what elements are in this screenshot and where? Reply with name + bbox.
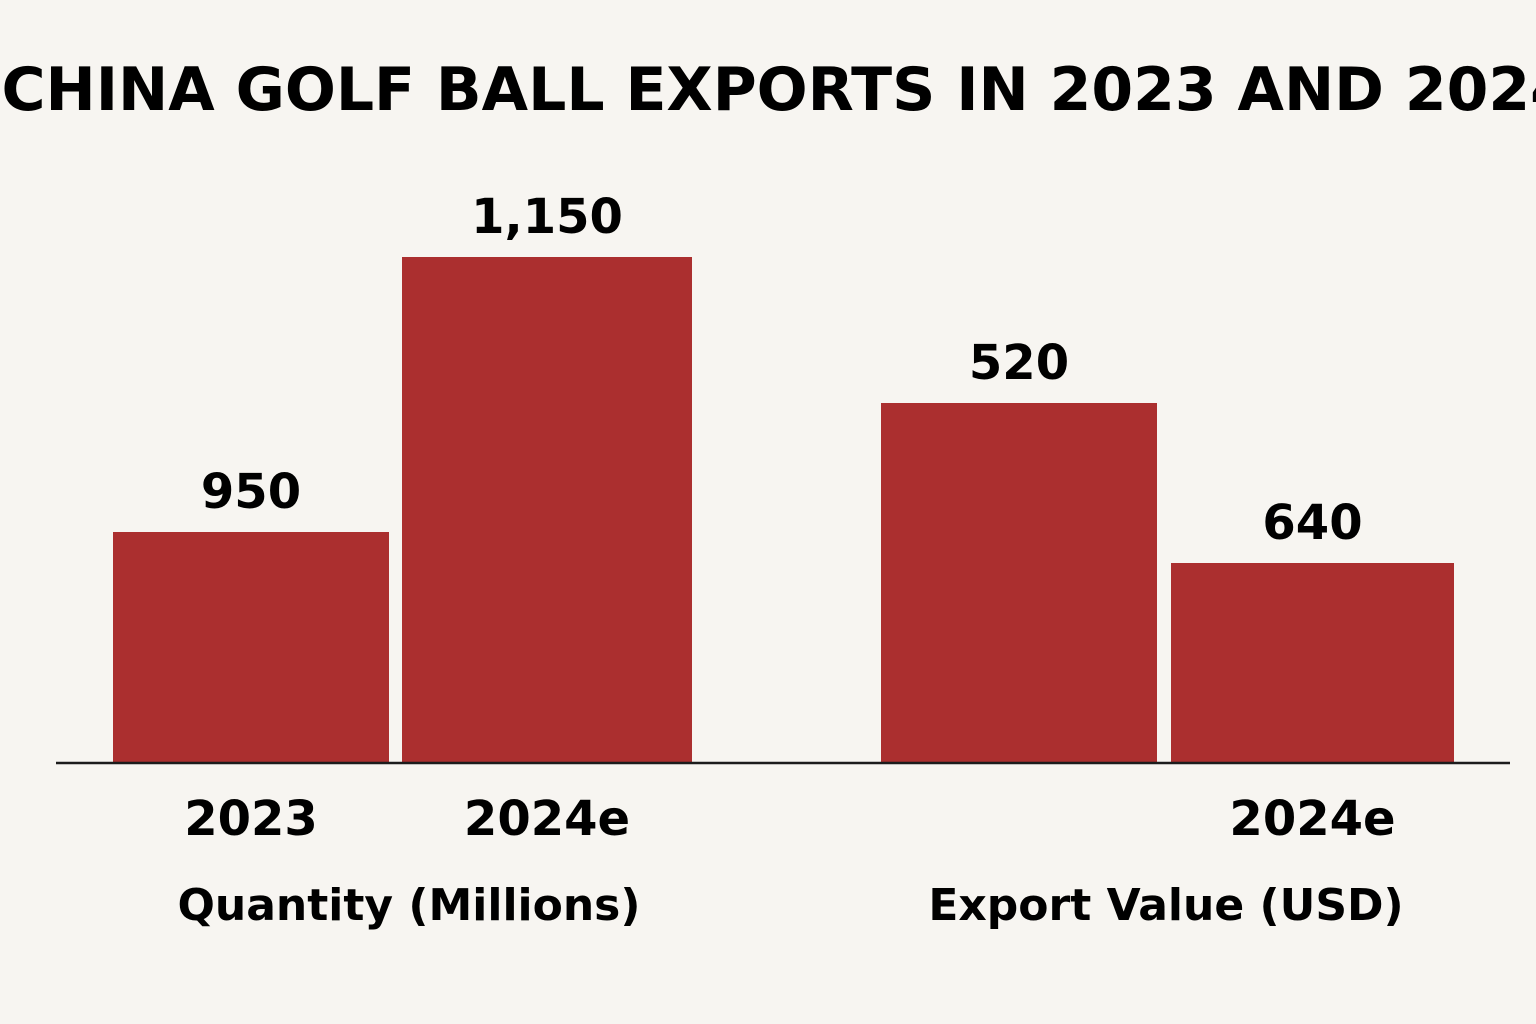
x-tick-label-1-1: 2024e xyxy=(1229,791,1395,847)
bar-0-1 xyxy=(402,257,692,763)
chart-title: CHINA GOLF BALL EXPORTS IN 2023 AND 2024… xyxy=(1,55,1536,125)
group-label-quantity: Quantity (Millions) xyxy=(178,880,641,931)
x-tick-label-0-0: 2023 xyxy=(184,791,318,847)
bar-1-1 xyxy=(1171,563,1454,763)
data-label-1-1: 640 xyxy=(1262,495,1362,551)
bar-0-0 xyxy=(113,532,389,763)
data-label-0-0: 950 xyxy=(201,464,301,520)
x-tick-label-0-1: 2024e xyxy=(464,791,630,847)
group-label-export-value: Export Value (USD) xyxy=(928,880,1403,931)
data-label-0-1: 1,150 xyxy=(471,189,623,245)
data-label-1-0: 520 xyxy=(969,335,1069,391)
bar-1-0 xyxy=(881,403,1157,763)
